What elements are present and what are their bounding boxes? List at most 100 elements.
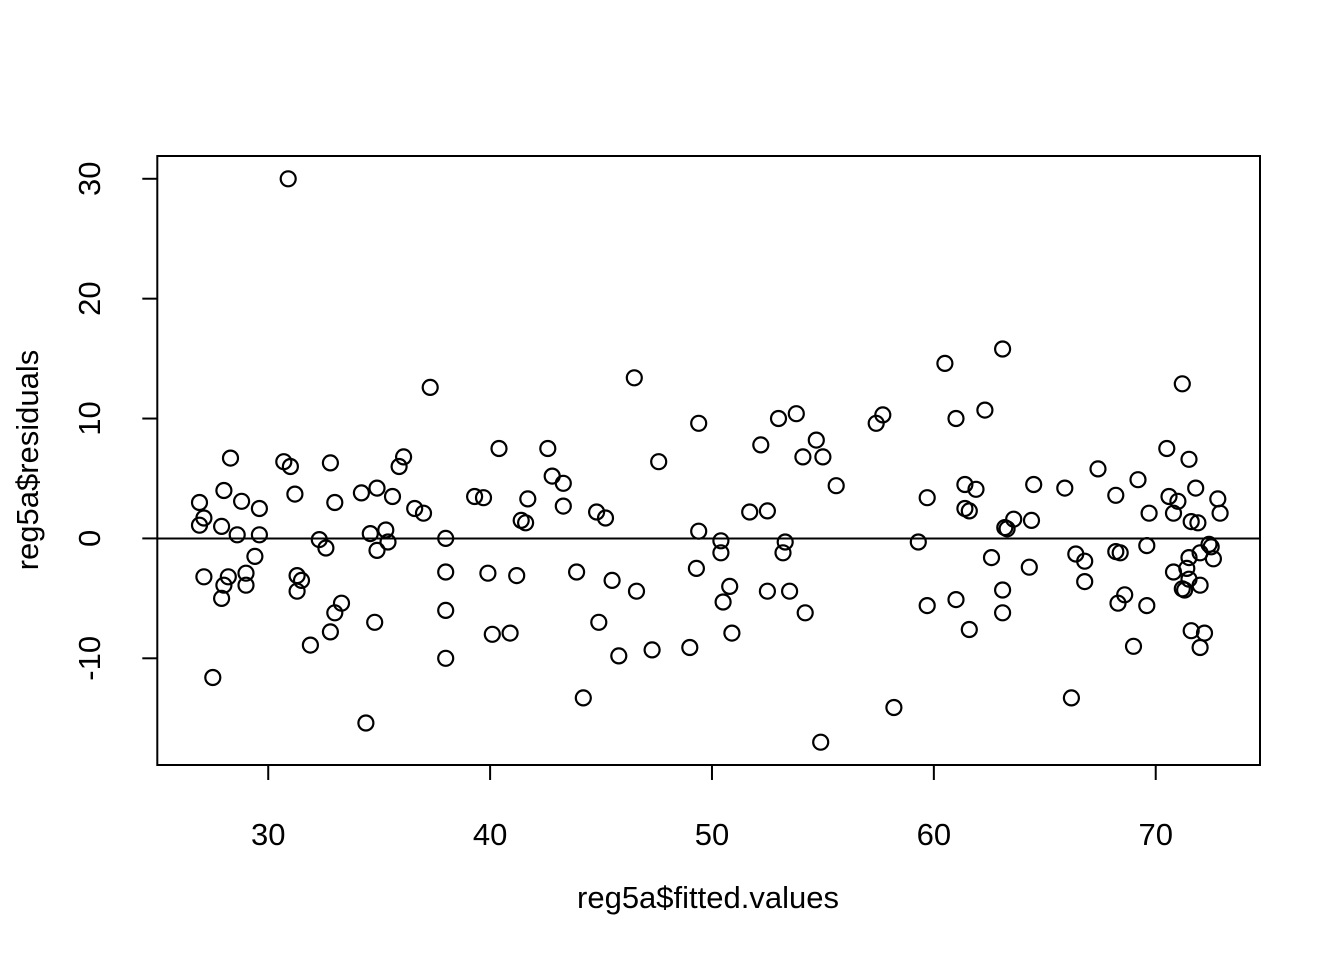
data-point bbox=[909, 533, 927, 551]
data-point bbox=[357, 714, 375, 732]
data-point bbox=[681, 638, 699, 657]
data-point bbox=[567, 563, 586, 581]
data-point bbox=[437, 649, 455, 667]
data-point bbox=[967, 480, 985, 498]
data-point bbox=[1175, 581, 1194, 599]
data-point bbox=[721, 577, 739, 596]
data-point bbox=[1180, 548, 1198, 567]
data-point bbox=[190, 516, 209, 534]
data-point bbox=[1116, 586, 1134, 604]
data-point bbox=[574, 689, 592, 707]
y-axis-title: reg5a$residuals bbox=[10, 350, 45, 571]
data-point bbox=[774, 544, 792, 562]
data-point bbox=[1025, 475, 1043, 494]
x-tick-label: 50 bbox=[695, 817, 729, 852]
data-point bbox=[326, 604, 344, 622]
data-point bbox=[812, 733, 830, 751]
data-point bbox=[712, 544, 730, 562]
data-point bbox=[1191, 638, 1209, 657]
data-point bbox=[960, 620, 978, 639]
data-point bbox=[379, 533, 397, 551]
data-point bbox=[317, 539, 335, 557]
y-tick-label: 30 bbox=[72, 162, 107, 196]
y-axis-ticks: -10 0 10 20 30 bbox=[72, 162, 158, 681]
data-point bbox=[1129, 471, 1147, 489]
data-point bbox=[508, 566, 526, 585]
data-point bbox=[483, 625, 501, 643]
data-point bbox=[539, 439, 557, 458]
data-point bbox=[787, 405, 805, 423]
data-point bbox=[1089, 460, 1107, 478]
data-point bbox=[368, 541, 386, 560]
data-point bbox=[690, 522, 708, 540]
data-point bbox=[1140, 504, 1158, 522]
data-point bbox=[213, 517, 231, 536]
data-point bbox=[1158, 439, 1176, 458]
data-point bbox=[610, 647, 628, 665]
data-point bbox=[993, 581, 1012, 599]
data-point bbox=[1187, 479, 1205, 497]
data-point bbox=[554, 497, 572, 515]
data-point bbox=[960, 502, 978, 520]
x-axis-title: reg5a$fitted.values bbox=[577, 880, 839, 915]
data-point bbox=[776, 533, 794, 551]
data-point bbox=[982, 548, 1001, 567]
data-point bbox=[1076, 572, 1094, 591]
data-point bbox=[993, 604, 1012, 622]
data-point bbox=[596, 509, 615, 527]
data-point bbox=[395, 448, 413, 466]
data-point bbox=[301, 636, 319, 654]
data-point bbox=[390, 457, 408, 476]
data-point bbox=[769, 409, 788, 428]
data-point bbox=[221, 449, 240, 467]
x-tick-label: 40 bbox=[473, 817, 507, 852]
data-point bbox=[479, 564, 497, 582]
data-point bbox=[414, 504, 433, 522]
data-point bbox=[603, 571, 621, 590]
data-point bbox=[490, 439, 508, 458]
data-point bbox=[1111, 544, 1129, 562]
data-point bbox=[383, 487, 402, 506]
y-tick-label: 0 bbox=[72, 530, 107, 547]
data-point bbox=[1062, 689, 1081, 707]
data-point bbox=[714, 593, 732, 611]
data-point bbox=[758, 502, 777, 520]
x-axis-ticks: 30 40 50 60 70 bbox=[251, 765, 1173, 852]
data-point bbox=[758, 582, 777, 600]
data-point bbox=[421, 378, 439, 396]
data-point bbox=[1124, 637, 1143, 655]
data-point bbox=[976, 401, 994, 419]
data-point bbox=[998, 520, 1016, 538]
data-point bbox=[643, 641, 661, 659]
data-point bbox=[918, 489, 936, 507]
data-point bbox=[190, 493, 209, 512]
data-point bbox=[936, 354, 954, 372]
data-point bbox=[1107, 486, 1125, 504]
data-point bbox=[406, 499, 424, 518]
data-point bbox=[228, 526, 246, 544]
data-point bbox=[466, 487, 484, 506]
data-point bbox=[1164, 504, 1183, 522]
data-point bbox=[516, 514, 535, 532]
data-point bbox=[215, 576, 233, 594]
data-point bbox=[1169, 492, 1187, 510]
data-point bbox=[437, 601, 455, 620]
data-point bbox=[1189, 514, 1207, 532]
data-point bbox=[741, 503, 759, 521]
data-point bbox=[807, 431, 825, 449]
data-point bbox=[947, 409, 965, 428]
data-point bbox=[286, 485, 304, 503]
data-point bbox=[237, 564, 255, 582]
data-point bbox=[246, 547, 264, 566]
data-point bbox=[204, 668, 222, 687]
data-point bbox=[918, 596, 936, 615]
data-point bbox=[1211, 504, 1229, 522]
y-tick-label: -10 bbox=[72, 636, 107, 681]
data-point bbox=[867, 414, 885, 432]
data-point bbox=[213, 589, 231, 608]
data-point bbox=[474, 489, 493, 507]
data-point bbox=[827, 477, 845, 495]
data-point bbox=[690, 414, 708, 432]
